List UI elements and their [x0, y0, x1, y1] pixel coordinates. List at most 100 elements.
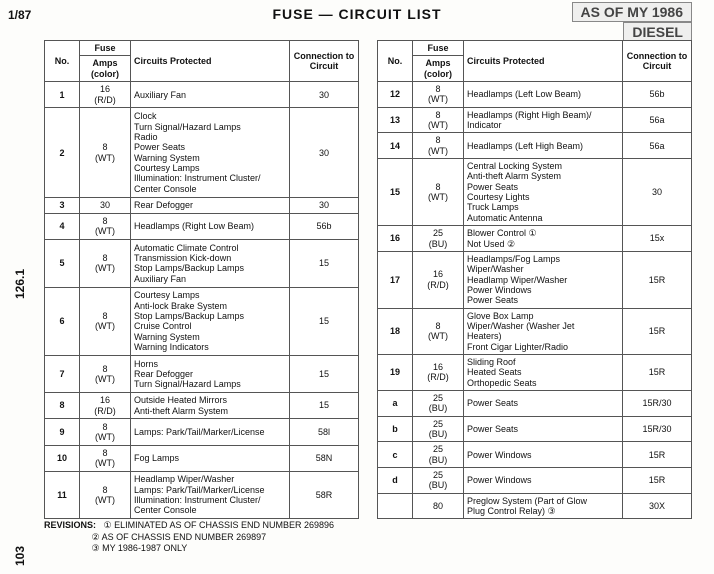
cell-circ: Power Windows: [464, 442, 623, 468]
cell-conn: 15: [290, 240, 359, 287]
stamp-year: AS OF MY 1986: [572, 2, 692, 22]
table-row: 28(WT)ClockTurn Signal/Hazard LampsRadio…: [45, 108, 359, 198]
cell-amps: 8(WT): [413, 159, 464, 226]
cell-circ: ClockTurn Signal/Hazard LampsRadioPower …: [131, 108, 290, 198]
cell-circ: Headlamps (Left Low Beam): [464, 82, 623, 108]
cell-amps: 8(WT): [80, 108, 131, 198]
fuse-table-left: No.FuseCircuits ProtectedConnection toCi…: [44, 40, 359, 519]
cell-conn: 15R/30: [623, 390, 692, 416]
cell-circ: HornsRear DefoggerTurn Signal/Hazard Lam…: [131, 356, 290, 393]
cell-no: 7: [45, 356, 80, 393]
stamps: AS OF MY 1986 DIESEL: [572, 2, 692, 42]
cell-amps: 8(WT): [413, 107, 464, 133]
cell-amps: 8(WT): [80, 471, 131, 519]
cell-no: 14: [378, 133, 413, 159]
margin-mid-text: 126.1: [13, 269, 27, 299]
cell-amps: 8(WT): [413, 308, 464, 354]
cell-conn: 58l: [290, 419, 359, 445]
cell-conn: 30: [623, 159, 692, 226]
cell-no: 11: [45, 471, 80, 519]
cell-no: 3: [45, 198, 80, 214]
cell-conn: 15R: [623, 468, 692, 494]
cell-conn: 30: [290, 108, 359, 198]
col-fuse: Fuse: [413, 41, 464, 56]
cell-amps: 8(WT): [80, 356, 131, 393]
cell-circ: Lamps: Park/Tail/Marker/License: [131, 419, 290, 445]
cell-conn: 15R: [623, 442, 692, 468]
cell-circ: Courtesy LampsAnti-lock Brake SystemStop…: [131, 287, 290, 356]
cell-circ: Preglow System (Part of Glow Plug Contro…: [464, 493, 623, 519]
cell-amps: 16(R/D): [80, 393, 131, 419]
cell-amps: 25(BU): [413, 468, 464, 494]
cell-amps: 8(WT): [413, 82, 464, 108]
table-row: 1716(R/D)Headlamps/Fog LampsWiper/Washer…: [378, 251, 692, 308]
cell-amps: 8(WT): [80, 419, 131, 445]
cell-conn: 30X: [623, 493, 692, 519]
cell-circ: Automatic Climate ControlTransmission Ki…: [131, 240, 290, 287]
table-row: 58(WT)Automatic Climate ControlTransmiss…: [45, 240, 359, 287]
cell-no: a: [378, 390, 413, 416]
cell-amps: 16(R/D): [413, 251, 464, 308]
cell-no: 6: [45, 287, 80, 356]
cell-circ: Power Seats: [464, 416, 623, 442]
cell-no: 1: [45, 82, 80, 108]
cell-circ: Sliding RoofHeated SeatsOrthopedic Seats: [464, 354, 623, 390]
cell-no: 16: [378, 226, 413, 252]
cell-no: 10: [45, 445, 80, 471]
cell-conn: 15R: [623, 354, 692, 390]
cell-conn: 56a: [623, 133, 692, 159]
cell-circ: Power Seats: [464, 390, 623, 416]
cell-no: 17: [378, 251, 413, 308]
cell-amps: 80: [413, 493, 464, 519]
table-row: 68(WT)Courtesy LampsAnti-lock Brake Syst…: [45, 287, 359, 356]
table-row: d25(BU)Power Windows15R: [378, 468, 692, 494]
table-row: 128(WT)Headlamps (Left Low Beam)56b: [378, 82, 692, 108]
col-no: No.: [378, 41, 413, 82]
cell-no: d: [378, 468, 413, 494]
cell-amps: 8(WT): [80, 240, 131, 287]
cell-conn: 15: [290, 356, 359, 393]
cell-conn: 15R: [623, 251, 692, 308]
cell-no: 13: [378, 107, 413, 133]
cell-amps: 8(WT): [80, 287, 131, 356]
cell-conn: 56b: [290, 213, 359, 239]
table-body-left: 116(R/D)Auxiliary Fan3028(WT)ClockTurn S…: [45, 82, 359, 519]
cell-amps: 25(BU): [413, 442, 464, 468]
cell-no: [378, 493, 413, 519]
table-row: 48(WT)Headlamps (Right Low Beam)56b: [45, 213, 359, 239]
cell-circ: Central Locking SystemAnti-theft Alarm S…: [464, 159, 623, 226]
cell-no: 18: [378, 308, 413, 354]
col-conn: Connection toCircuit: [623, 41, 692, 82]
cell-no: c: [378, 442, 413, 468]
cell-no: b: [378, 416, 413, 442]
table-row: b25(BU)Power Seats15R/30: [378, 416, 692, 442]
cell-no: 9: [45, 419, 80, 445]
cell-no: 8: [45, 393, 80, 419]
cell-amps: 25(BU): [413, 416, 464, 442]
cell-amps: 8(WT): [413, 133, 464, 159]
cell-no: 5: [45, 240, 80, 287]
cell-conn: 15R: [623, 308, 692, 354]
table-row: 188(WT)Glove Box LampWiper/Washer (Washe…: [378, 308, 692, 354]
revisions: REVISIONS: ① ELIMINATED AS OF CHASSIS EN…: [44, 520, 334, 554]
cell-amps: 8(WT): [80, 213, 131, 239]
cell-conn: 15: [290, 393, 359, 419]
cell-conn: 56b: [623, 82, 692, 108]
cell-no: 12: [378, 82, 413, 108]
side-margin: 1/87 126.1 103: [8, 0, 31, 574]
col-no: No.: [45, 41, 80, 82]
cell-no: 15: [378, 159, 413, 226]
table-row: a25(BU)Power Seats15R/30: [378, 390, 692, 416]
cell-circ: Blower Control ①Not Used ②: [464, 226, 623, 252]
cell-no: 19: [378, 354, 413, 390]
cell-no: 2: [45, 108, 80, 198]
col-circ: Circuits Protected: [464, 41, 623, 82]
table-row: 98(WT)Lamps: Park/Tail/Marker/License58l: [45, 419, 359, 445]
cell-circ: Headlamps (Left High Beam): [464, 133, 623, 159]
cell-conn: 15R/30: [623, 416, 692, 442]
table-row: c25(BU)Power Windows15R: [378, 442, 692, 468]
cell-conn: 58N: [290, 445, 359, 471]
cell-amps: 16(R/D): [413, 354, 464, 390]
cell-conn: 30: [290, 82, 359, 108]
table-row: 1625(BU)Blower Control ①Not Used ②15x: [378, 226, 692, 252]
